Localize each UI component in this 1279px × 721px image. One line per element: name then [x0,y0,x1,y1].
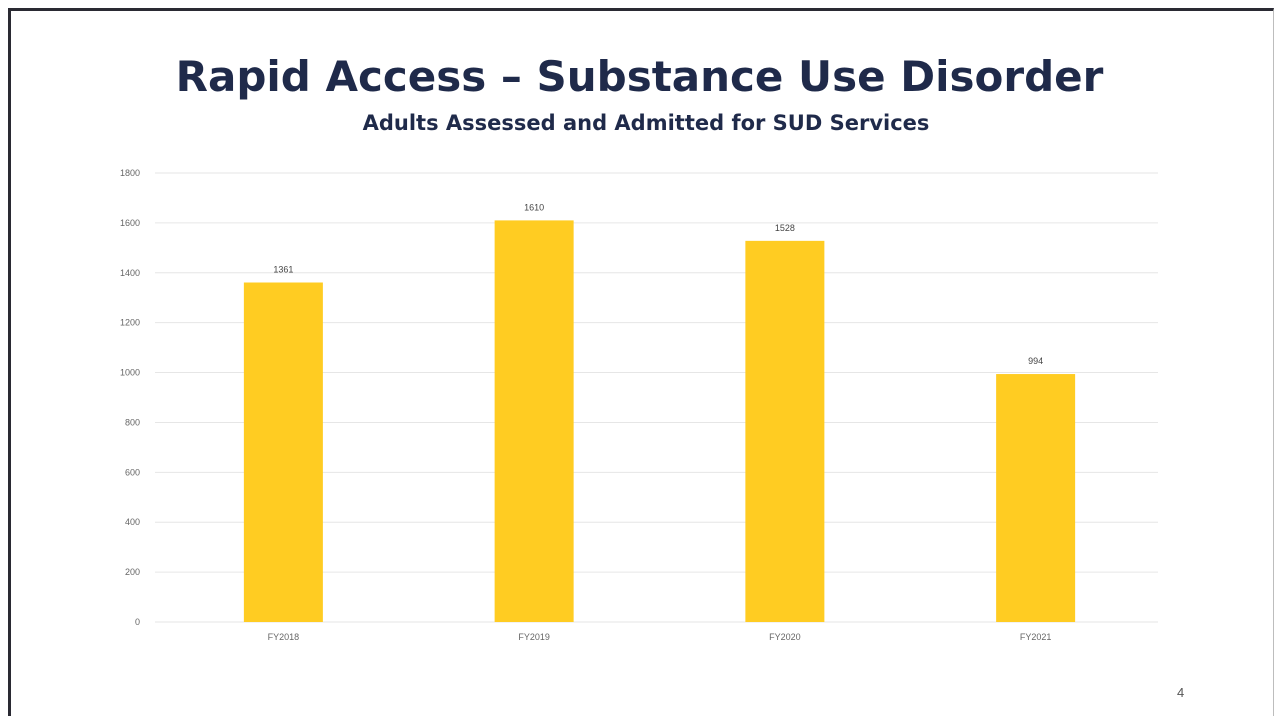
data-label-fy2020: 1528 [775,223,795,233]
y-tick-label: 400 [125,517,140,527]
bar-fy2019 [494,220,574,622]
bars [243,220,1076,623]
page-number: 4 [1177,685,1185,700]
data-label-fy2018: 1361 [273,265,293,275]
y-tick-label: 200 [125,567,140,577]
x-tick-label-fy2018: FY2018 [268,632,300,642]
data-label-fy2019: 1610 [524,202,544,212]
bar-fy2018 [243,282,323,622]
chart-subtitle: Adults Assessed and Admitted for SUD Ser… [362,111,930,135]
y-tick-label: 1400 [120,268,140,278]
y-tick-label: 1800 [120,168,140,178]
x-tick-labels: FY2018 FY2019 FY2020 FY2021 [268,632,1052,642]
slide-title: Rapid Access – Substance Use Disorder [175,52,1104,101]
y-tick-label: 0 [135,617,140,627]
bar-fy2020 [745,240,825,623]
y-tick-label: 1200 [120,318,140,328]
y-tick-label: 1600 [120,218,140,228]
x-tick-label-fy2019: FY2019 [518,632,550,642]
x-tick-label-fy2021: FY2021 [1020,632,1052,642]
x-tick-label-fy2020: FY2020 [769,632,801,642]
y-tick-labels: 0 200 400 600 800 1000 1200 1400 1600 1800 [120,168,140,627]
data-labels: 1361 1610 1528 994 [273,202,1043,366]
y-tick-label: 600 [125,467,140,477]
bar-fy2021 [996,374,1076,622]
data-label-fy2021: 994 [1028,356,1043,366]
y-tick-label: 1000 [120,368,140,378]
y-tick-label: 800 [125,417,140,427]
